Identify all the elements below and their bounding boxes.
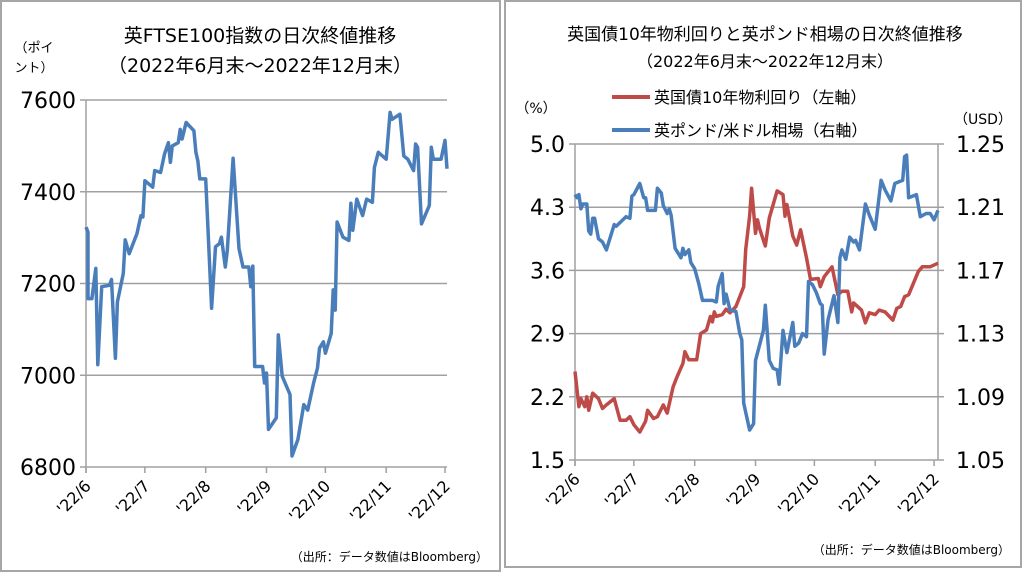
series-line-gilt-yield <box>573 186 939 434</box>
y-tick-label: 7600 <box>20 89 76 114</box>
y-right-tick-label: 1.05 <box>956 449 1005 474</box>
y-axis-label-line2: ント） <box>14 61 53 76</box>
chart-subtitle: （2022年6月末～2022年12月末） <box>637 52 893 71</box>
y-tick-label: 7200 <box>20 273 76 298</box>
right-axis-unit: （USD） <box>954 112 1012 128</box>
series-line-gbpusd <box>573 153 940 432</box>
chart-title: 英FTSE100指数の日次終値推移 <box>124 25 397 47</box>
source-note: （出所：データ数値はBloomberg） <box>291 549 488 564</box>
y-tick-label: 1.5 <box>530 449 565 474</box>
y-right-tick-label: 1.21 <box>956 196 1005 221</box>
legend-label-yield: 英国債10年物利回り（左軸） <box>654 88 866 107</box>
series-line-ftse100 <box>84 110 449 458</box>
y-tick-label: 2.9 <box>530 323 565 348</box>
left-axis-unit: （%） <box>515 101 556 117</box>
y-tick-label: 7000 <box>20 364 76 389</box>
y-axis-label-line1: （ポイ <box>14 41 53 56</box>
y-right-tick-label: 1.17 <box>956 259 1005 284</box>
ftse-chart-panel: 英FTSE100指数の日次終値推移 （2022年6月末～2022年12月末） （… <box>0 0 501 572</box>
y-tick-label: 4.3 <box>530 196 565 221</box>
y-tick-label: 7400 <box>20 181 76 206</box>
y-tick-label: 6800 <box>20 456 76 481</box>
panel-border <box>504 0 1022 568</box>
chart-subtitle: （2022年6月末～2022年12月末） <box>108 55 412 77</box>
y-tick-label: 2.2 <box>530 386 565 411</box>
y-right-tick-label: 1.13 <box>956 323 1005 348</box>
y-tick-label: 5.0 <box>530 133 565 158</box>
source-note: （出所：データ数値はBloomberg） <box>813 542 1010 557</box>
legend-label-gbpusd: 英ポンド/米ドル相場（右軸） <box>654 121 867 140</box>
y-right-tick-label: 1.09 <box>956 386 1005 411</box>
y-right-tick-label: 1.25 <box>956 133 1005 158</box>
yield-gbp-chart-panel: 英国債10年物利回りと英ポンド相場の日次終値推移 （2022年6月末～2022年… <box>504 0 1022 568</box>
y-tick-label: 3.6 <box>530 259 565 284</box>
chart-title: 英国債10年物利回りと英ポンド相場の日次終値推移 <box>567 25 963 45</box>
